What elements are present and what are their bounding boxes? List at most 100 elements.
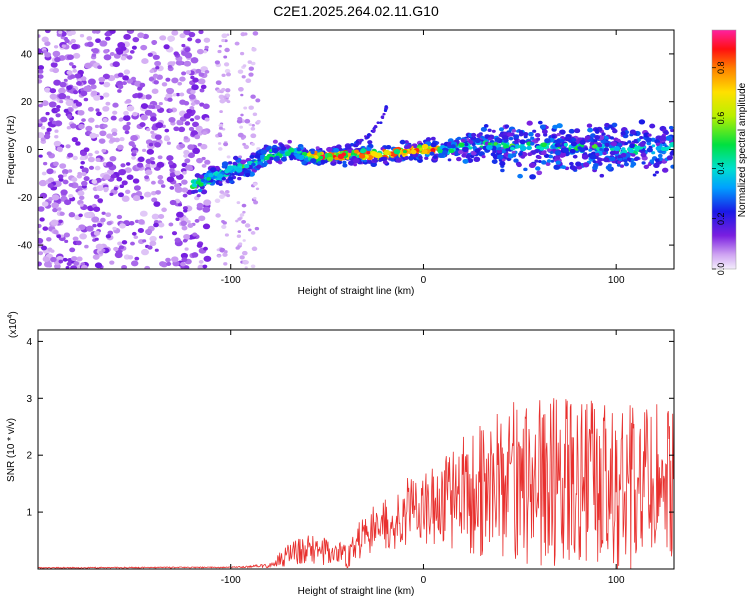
spectrogram-pixel: [265, 146, 271, 151]
spectrogram-pixel: [203, 246, 208, 251]
snr-y-ticks: 1 2 3 4: [26, 337, 674, 519]
spectrogram-pixel: [52, 67, 60, 74]
spectrogram-pixel: [518, 132, 524, 137]
spectrogram-pixel: [72, 69, 78, 73]
spectrogram-pixel: [77, 171, 82, 176]
spectrogram-pixel: [38, 65, 45, 71]
snr-scale-label: (x104): [7, 311, 19, 338]
spectrogram-pixel: [516, 162, 522, 168]
spectrogram-pixel: [112, 226, 117, 231]
spectrogram-pixel: [87, 78, 96, 85]
spectrogram-pixel: [251, 142, 255, 146]
spectrogram-pixel: [133, 185, 141, 191]
spectrogram-pixel: [53, 45, 59, 49]
spectrogram-pixel: [600, 143, 606, 148]
spectrogram-pixel: [166, 87, 175, 95]
spectrogram-pixel: [97, 198, 104, 203]
spectrogram-pixel: [480, 126, 487, 132]
spectrogram-pixel: [181, 179, 188, 185]
spectrogram-pixel: [520, 155, 526, 159]
spectrogram-pixel: [238, 242, 243, 246]
spectrogram-pixel: [167, 35, 176, 42]
spectrogram-pixel: [556, 132, 561, 137]
spectrogram-pixel: [85, 125, 93, 132]
spectrogram-pixel: [198, 78, 206, 85]
spectrogram-pixel: [167, 64, 173, 69]
spectrogram-pixel: [75, 141, 81, 146]
spectrogram-pixel: [139, 122, 146, 128]
spectrogram-pixel: [151, 88, 159, 94]
snr-y-axis-label: SNR (10 * v/v): [6, 418, 17, 482]
spectrogram-pixel: [109, 137, 117, 143]
spectrogram-pixel: [147, 52, 153, 57]
spectrogram-pixel: [653, 162, 660, 169]
spectrogram-pixel: [238, 87, 244, 92]
spectrogram-pixel: [460, 138, 466, 143]
spectrogram-pixel: [91, 53, 97, 57]
spectrogram-pixel: [659, 135, 667, 141]
spectrogram-pixel: [174, 237, 181, 243]
spectrogram-pixel: [132, 195, 141, 202]
spectrogram-pixel: [199, 88, 205, 93]
spectrogram-pixel: [102, 117, 108, 123]
spectrogram-pixel: [200, 143, 208, 150]
spectrogram-pixel: [250, 133, 257, 139]
spectrogram-pixel: [408, 155, 415, 161]
spectrogram-pixel: [334, 156, 339, 161]
spectrogram-pixel: [38, 48, 42, 55]
spectrogram-pixel: [65, 144, 71, 149]
spectrogram-pixel: [666, 155, 673, 161]
spectrogram-pixel: [572, 154, 578, 159]
spectrogram-pixel: [569, 148, 576, 154]
spectrogram-pixel: [271, 147, 279, 154]
spectrogram-pixel: [203, 37, 211, 43]
spectrogram-pixel: [564, 136, 571, 142]
spectrogram-pixel: [79, 33, 85, 38]
spectrogram-pixel: [102, 73, 111, 80]
spectrogram-x-tick-label: 0: [421, 275, 427, 286]
spectrogram-pixel: [616, 163, 621, 167]
spectrogram-pixel: [121, 240, 128, 245]
spectrogram-pixel: [310, 158, 317, 164]
spectrogram-pixel: [610, 141, 617, 147]
spectrogram-pixel: [458, 142, 465, 148]
spectrogram-pixel: [604, 142, 610, 147]
spectrogram-pixel: [187, 223, 194, 229]
spectrogram-pixel: [50, 62, 58, 68]
spectrogram-y-tick-label: 0: [26, 145, 32, 156]
spectrogram-pixel: [65, 99, 74, 107]
spectrogram-pixel: [113, 186, 118, 191]
spectrogram-pixel: [404, 140, 409, 145]
spectrogram-pixel: [237, 116, 243, 121]
spectrogram-pixel: [150, 191, 157, 196]
spectrogram-pixel: [424, 156, 429, 160]
spectrogram-pixel: [670, 128, 674, 133]
spectrogram-pixel: [54, 57, 61, 63]
spectrogram-pixel: [541, 150, 547, 156]
spectrogram-pixel: [539, 124, 546, 130]
spectrogram-pixel: [474, 137, 481, 144]
spectrogram-pixel: [67, 113, 72, 118]
spectrogram-pixel: [38, 154, 43, 158]
spectrogram-pixel: [84, 62, 92, 69]
spectrogram-pixel: [248, 105, 254, 110]
spectrogram-pixel: [432, 155, 438, 159]
spectrogram-pixel: [140, 114, 148, 121]
spectrogram-pixel: [123, 114, 131, 122]
spectrogram-pixel: [47, 177, 55, 183]
spectrogram-pixel: [645, 137, 652, 143]
spectrogram-pixel: [402, 150, 407, 154]
spectrogram-pixel: [83, 147, 90, 153]
spectrogram-pixel: [51, 120, 57, 125]
spectrogram-pixel: [620, 152, 627, 158]
spectrogram-pixel: [196, 202, 204, 209]
spectrogram-pixel: [556, 143, 561, 147]
spectrogram-pixel: [223, 250, 228, 254]
spectrogram-pixel: [166, 176, 175, 183]
spectrogram-pixel: [38, 230, 41, 234]
spectrogram-pixel: [38, 237, 44, 244]
spectrogram-pixel: [227, 161, 233, 165]
spectrogram-pixel: [117, 89, 122, 93]
spectrogram-pixel: [245, 78, 252, 84]
spectrogram-pixel: [367, 143, 374, 149]
